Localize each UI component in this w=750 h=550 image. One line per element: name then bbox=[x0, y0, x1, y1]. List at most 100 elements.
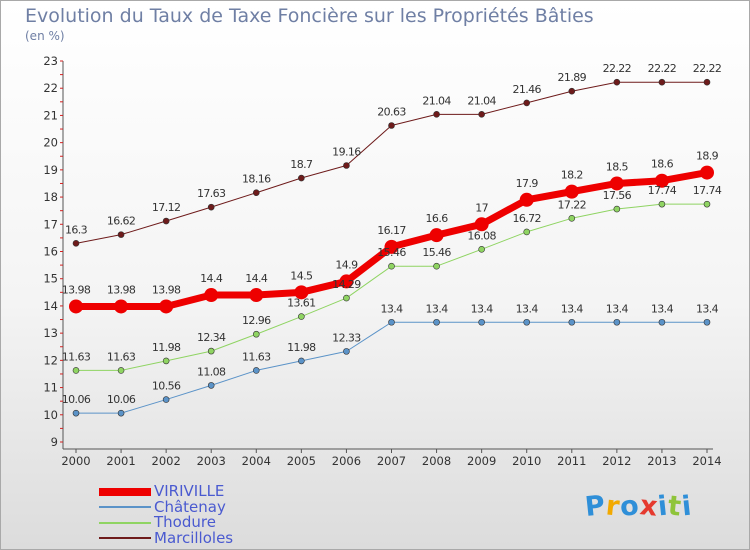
data-point bbox=[72, 367, 80, 374]
x-tick-label: 2005 bbox=[287, 454, 316, 468]
data-label: 17.56 bbox=[603, 189, 632, 202]
series-line bbox=[76, 321, 707, 414]
data-label: 22.22 bbox=[648, 62, 677, 75]
data-point bbox=[388, 318, 395, 326]
data-label: 18.6 bbox=[651, 158, 674, 171]
legend-swatch bbox=[99, 521, 151, 524]
data-label: 14.4 bbox=[200, 272, 223, 285]
data-label: 14.29 bbox=[332, 278, 361, 291]
data-label: 17.12 bbox=[152, 201, 181, 214]
data-label: 16.3 bbox=[65, 223, 88, 236]
data-label: 17.22 bbox=[558, 198, 587, 211]
data-label: 13.4 bbox=[380, 302, 403, 315]
y-tick-label: 18 bbox=[43, 190, 58, 204]
x-tick-label: 2002 bbox=[152, 454, 181, 468]
legend-label: Châtenay bbox=[154, 497, 226, 516]
data-label: 21.04 bbox=[422, 94, 451, 107]
data-point bbox=[523, 318, 531, 326]
data-label: 18.16 bbox=[242, 173, 271, 186]
data-point bbox=[658, 200, 666, 208]
x-tick-label: 2001 bbox=[106, 454, 135, 468]
x-tick-label: 2012 bbox=[602, 454, 631, 468]
data-point bbox=[207, 203, 215, 211]
data-point bbox=[478, 246, 485, 253]
data-label: 13.98 bbox=[107, 283, 136, 296]
data-point bbox=[613, 78, 621, 86]
data-point bbox=[568, 214, 576, 222]
data-label: 13.4 bbox=[426, 302, 449, 315]
data-label: 12.33 bbox=[332, 331, 361, 344]
proxiti-logo: Proxiti bbox=[583, 489, 695, 524]
data-label: 18.7 bbox=[290, 158, 313, 171]
data-point bbox=[249, 288, 264, 303]
data-label: 21.46 bbox=[512, 83, 541, 96]
data-label: 17.9 bbox=[516, 177, 539, 190]
data-label: 13.61 bbox=[287, 297, 316, 310]
legend-swatch bbox=[99, 487, 151, 496]
data-label: 13.98 bbox=[62, 283, 91, 296]
data-label: 13.4 bbox=[696, 302, 719, 315]
data-label: 17 bbox=[475, 201, 488, 214]
data-point bbox=[568, 87, 576, 95]
legend: VIRIVILLE Châtenay Thodure Marcilloles bbox=[99, 484, 233, 546]
data-label: 14.4 bbox=[245, 272, 268, 285]
data-label: 18.2 bbox=[561, 169, 583, 182]
data-point bbox=[523, 99, 531, 107]
data-label: 12.34 bbox=[197, 331, 226, 344]
data-point bbox=[252, 189, 260, 197]
y-tick-label: 16 bbox=[43, 245, 58, 259]
y-tick-label: 17 bbox=[43, 217, 58, 231]
data-label: 11.08 bbox=[197, 365, 226, 378]
data-label: 13.4 bbox=[651, 302, 674, 315]
data-point bbox=[474, 217, 489, 232]
data-label: 17.74 bbox=[693, 184, 722, 197]
data-point bbox=[162, 217, 170, 225]
data-point bbox=[72, 240, 80, 247]
data-point bbox=[658, 78, 666, 86]
chart-subtitle: (en %) bbox=[25, 29, 65, 43]
legend-item: Châtenay bbox=[99, 497, 233, 516]
data-point bbox=[703, 78, 711, 86]
data-label: 13.98 bbox=[152, 283, 181, 296]
data-point bbox=[339, 274, 354, 289]
x-tick-label: 2004 bbox=[242, 454, 271, 468]
data-label: 17.63 bbox=[197, 187, 226, 200]
data-point bbox=[159, 299, 174, 314]
data-label: 17.74 bbox=[648, 184, 677, 197]
data-label: 10.06 bbox=[107, 393, 136, 406]
data-label: 21.04 bbox=[467, 94, 496, 107]
legend-swatch bbox=[99, 537, 151, 540]
y-tick-label: 14 bbox=[43, 299, 58, 313]
data-label: 14.9 bbox=[335, 258, 358, 271]
legend-item: VIRIVILLE bbox=[99, 484, 233, 500]
data-point bbox=[609, 176, 624, 191]
y-tick-label: 13 bbox=[43, 326, 58, 340]
data-point bbox=[207, 347, 215, 355]
legend-item: Marcilloles bbox=[99, 530, 233, 547]
y-tick-label: 12 bbox=[43, 353, 58, 367]
data-point bbox=[294, 285, 309, 300]
data-point bbox=[478, 318, 485, 326]
data-point bbox=[700, 165, 714, 180]
x-tick-label: 2007 bbox=[377, 454, 406, 468]
data-point bbox=[204, 288, 219, 303]
legend-item: Thodure bbox=[99, 515, 233, 531]
data-label: 10.06 bbox=[62, 393, 91, 406]
data-point bbox=[703, 318, 711, 326]
data-point bbox=[654, 173, 669, 188]
data-label: 11.98 bbox=[152, 341, 181, 354]
y-tick-label: 11 bbox=[43, 381, 58, 395]
x-tick-label: 2010 bbox=[512, 454, 541, 468]
data-point bbox=[703, 200, 711, 208]
data-point bbox=[519, 192, 534, 207]
data-label: 10.56 bbox=[152, 380, 181, 393]
data-label: 11.98 bbox=[287, 341, 316, 354]
data-label: 19.16 bbox=[332, 146, 361, 159]
data-label: 13.4 bbox=[516, 302, 539, 315]
y-tick-label: 20 bbox=[43, 136, 58, 150]
data-point bbox=[523, 228, 531, 236]
x-tick-label: 2008 bbox=[422, 454, 451, 468]
data-point bbox=[162, 357, 170, 365]
